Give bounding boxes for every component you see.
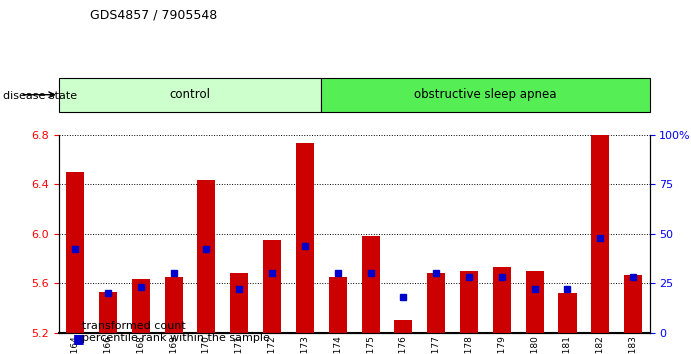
Bar [198,181,216,333]
Text: disease state: disease state [3,91,77,101]
Bar [321,78,650,112]
Bar [591,135,609,333]
Bar [526,271,544,333]
Text: control: control [169,88,211,101]
Bar [164,277,182,333]
Bar [395,320,413,333]
Bar [99,292,117,333]
Text: obstructive sleep apnea: obstructive sleep apnea [414,88,557,101]
Text: transformed count: transformed count [82,321,185,331]
Bar [329,277,347,333]
Bar [59,78,321,112]
Bar [296,143,314,333]
Text: ■: ■ [73,319,84,332]
Bar [460,271,478,333]
Text: percentile rank within the sample: percentile rank within the sample [82,333,269,343]
Bar [361,236,379,333]
Bar [66,172,84,333]
Bar [493,267,511,333]
Bar [230,273,248,333]
Text: GDS4857 / 7905548: GDS4857 / 7905548 [90,9,217,22]
Bar [427,273,445,333]
Text: ■: ■ [73,332,84,344]
Bar [624,275,642,333]
Bar [558,293,576,333]
Bar [132,280,150,333]
Bar [263,240,281,333]
